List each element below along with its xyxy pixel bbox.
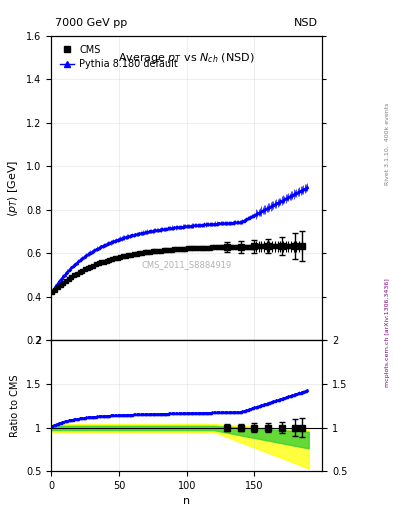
- Text: Average $p_T$ vs $N_{ch}$ (NSD): Average $p_T$ vs $N_{ch}$ (NSD): [118, 51, 255, 65]
- Y-axis label: Ratio to CMS: Ratio to CMS: [11, 374, 20, 437]
- Text: Rivet 3.1.10,  400k events: Rivet 3.1.10, 400k events: [385, 102, 389, 185]
- Text: CMS_2011_S8884919: CMS_2011_S8884919: [141, 260, 232, 269]
- Text: mcplots.cern.ch [arXiv:1306.3436]: mcplots.cern.ch [arXiv:1306.3436]: [385, 279, 389, 387]
- Text: 7000 GeV pp: 7000 GeV pp: [55, 18, 127, 28]
- Text: NSD: NSD: [294, 18, 318, 28]
- Y-axis label: $\langle p_T \rangle$ [GeV]: $\langle p_T \rangle$ [GeV]: [6, 160, 20, 217]
- Legend: CMS, Pythia 8.180 default: CMS, Pythia 8.180 default: [56, 40, 182, 73]
- X-axis label: n: n: [183, 496, 190, 506]
